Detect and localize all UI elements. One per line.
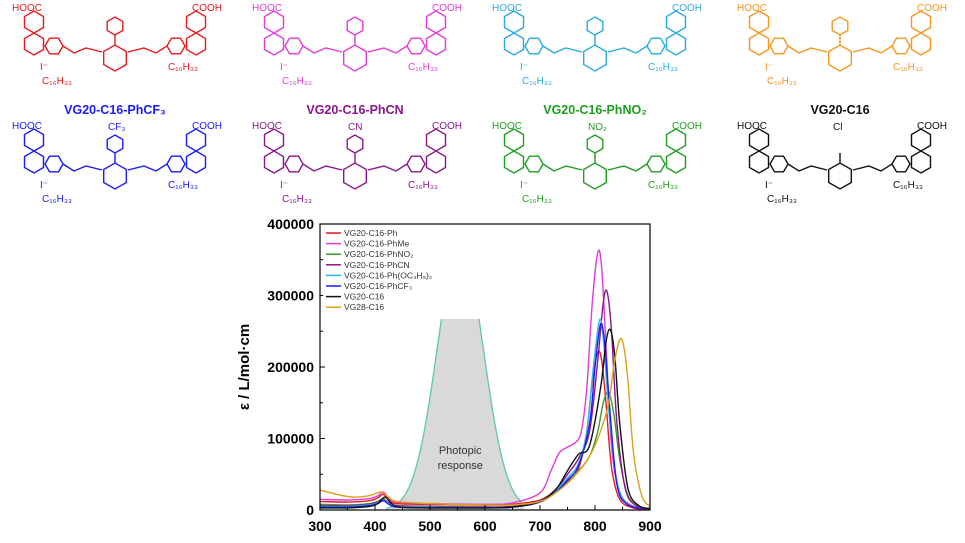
molecule-counterion: I⁻ — [40, 180, 48, 191]
molecule-8: HOOC COOH I⁻ C₁₆H₃₃ C₁₆H₃₃ Cl VG20-C16 — [737, 103, 947, 205]
molecule-counterion: I⁻ — [520, 62, 528, 73]
series-layer — [319, 249, 651, 510]
molecule-alkyl-right: C₁₆H₃₃ — [893, 180, 923, 191]
legend-label: VG20-C16-PhCF₃ — [344, 281, 412, 291]
x-tick-label: 300 — [308, 518, 332, 534]
molecule-counterion: I⁻ — [280, 62, 288, 73]
legend-label: VG28-C16 — [344, 302, 384, 312]
molecule-name: VG20-C16-PhCF₃ — [64, 103, 166, 117]
molecule-acid-left: HOOC — [252, 3, 282, 14]
photopic-fill — [386, 244, 524, 510]
molecule-acid-right: COOH — [432, 3, 462, 14]
molecule-name: VG20-C16 — [810, 103, 869, 117]
molecule-counterion: I⁻ — [520, 180, 528, 191]
molecule-substituent: CF₃ — [108, 122, 125, 133]
series-line-2 — [319, 249, 651, 510]
x-tick-label: 800 — [583, 518, 607, 534]
molecular-structures: HOOC COOH I⁻ C₁₆H₃₃ C₁₆H₃₃ HOOC COOH I⁻ C₁₆H₃₃ C₁… — [12, 3, 947, 205]
legend-bg — [323, 227, 491, 319]
molecule-alkyl-left: C₁₆H₃₃ — [522, 76, 552, 87]
molecule-alkyl-right: C₁₆H₃₃ — [648, 180, 678, 191]
x-tick-label: 500 — [418, 518, 442, 534]
molecule-alkyl-left: C₁₆H₃₃ — [42, 76, 72, 87]
legend-label: VG20-C16-PhNO₂ — [344, 249, 413, 259]
molecule-acid-right: COOH — [432, 121, 462, 132]
molecule-acid-right: COOH — [917, 121, 947, 132]
x-tick-label: 700 — [528, 518, 552, 534]
photopic-label-line-1: Photopic — [439, 445, 482, 457]
molecule-acid-right: COOH — [917, 3, 947, 14]
x-tick-label: 400 — [363, 518, 387, 534]
molecule-acid-left: HOOC — [12, 121, 42, 132]
molecule-substituent: CN — [348, 122, 362, 133]
molecule-alkyl-left: C₁₆H₃₃ — [282, 76, 312, 87]
legend: VG20-C16-PhVG20-C16-PhMeVG20-C16-PhNO₂VG… — [323, 227, 491, 319]
molecule-name: VG20-C16-PhNO₂ — [543, 103, 647, 117]
legend-label: VG20-C16 — [344, 292, 384, 302]
molecule-alkyl-right: C₁₆H₃₃ — [168, 180, 198, 191]
legend-label: VG20-C16-PhCN — [344, 260, 410, 270]
molecule-2: HOOC COOH I⁻ C₁₆H₃₃ C₁₆H₃₃ — [252, 3, 462, 87]
molecule-counterion: I⁻ — [280, 180, 288, 191]
x-tick-label: 600 — [473, 518, 497, 534]
y-tick-label: 0 — [306, 502, 314, 518]
y-tick-label: 200000 — [267, 359, 314, 375]
molecule-acid-right: COOH — [672, 3, 702, 14]
legend-label: VG20-C16-PhMe — [344, 239, 409, 249]
molecule-alkyl-left: C₁₆H₃₃ — [522, 194, 552, 205]
y-tick-label: 300000 — [267, 288, 314, 304]
molecule-alkyl-right: C₁₆H₃₃ — [408, 62, 438, 73]
molecule-alkyl-right: C₁₆H₃₃ — [168, 62, 198, 73]
molecule-acid-left: HOOC — [252, 121, 282, 132]
molecule-6: HOOC COOH I⁻ C₁₆H₃₃ C₁₆H₃₃ CN VG20-C16-PhCN — [252, 103, 462, 205]
molecule-acid-right: COOH — [192, 121, 222, 132]
x-tick-label: 900 — [638, 518, 662, 534]
photopic-label-line-2: response — [438, 460, 483, 472]
molecule-counterion: I⁻ — [40, 62, 48, 73]
molecule-alkyl-right: C₁₆H₃₃ — [408, 180, 438, 191]
molecule-7: HOOC COOH I⁻ C₁₆H₃₃ C₁₆H₃₃ NO₂ VG20-C16-PhNO₂ — [492, 103, 702, 205]
molecule-alkyl-left: C₁₆H₃₃ — [767, 76, 797, 87]
series-line-8 — [319, 337, 651, 507]
molecule-acid-right: COOH — [192, 3, 222, 14]
molecule-substituent: NO₂ — [588, 122, 607, 133]
series-line-7 — [319, 328, 651, 510]
legend-label: VG20-C16-Ph — [344, 228, 398, 238]
legend-label: VG20-C16-Ph(OC₄H₉)₂ — [344, 270, 432, 280]
molecule-1: HOOC COOH I⁻ C₁₆H₃₃ C₁₆H₃₃ — [12, 3, 222, 87]
molecule-substituent: Cl — [833, 122, 842, 133]
molecule-alkyl-right: C₁₆H₃₃ — [648, 62, 678, 73]
molecule-acid-left: HOOC — [12, 3, 42, 14]
axes: 300 400 500 600 700 800 900 0 100000 200000 300000… — [267, 216, 662, 534]
y-tick-label: 400000 — [267, 216, 314, 232]
molecule-alkyl-left: C₁₆H₃₃ — [282, 194, 312, 205]
molecule-alkyl-left: C₁₆H₃₃ — [767, 194, 797, 205]
molecule-acid-left: HOOC — [737, 121, 767, 132]
molecule-counterion: I⁻ — [765, 180, 773, 191]
y-tick-label: 100000 — [267, 431, 314, 447]
y-axis-label: ε / L/mol·cm — [236, 324, 253, 410]
molecule-alkyl-left: C₁₆H₃₃ — [42, 194, 72, 205]
molecule-4: HOOC COOH I⁻ C₁₆H₃₃ C₁₆H₃₃ — [737, 3, 947, 87]
molecule-acid-left: HOOC — [737, 3, 767, 14]
molecule-acid-left: HOOC — [492, 3, 522, 14]
molecule-acid-left: HOOC — [492, 121, 522, 132]
molecule-name: VG20-C16-PhCN — [306, 103, 403, 117]
molecule-3: HOOC COOH I⁻ C₁₆H₃₃ C₁₆H₃₃ — [492, 3, 702, 87]
molecule-counterion: I⁻ — [765, 62, 773, 73]
molecule-5: HOOC COOH I⁻ C₁₆H₃₃ C₁₆H₃₃ CF₃ VG20-C16-PhCF₃ — [12, 103, 222, 205]
molecule-acid-right: COOH — [672, 121, 702, 132]
molecule-alkyl-right: C₁₆H₃₃ — [893, 62, 923, 73]
